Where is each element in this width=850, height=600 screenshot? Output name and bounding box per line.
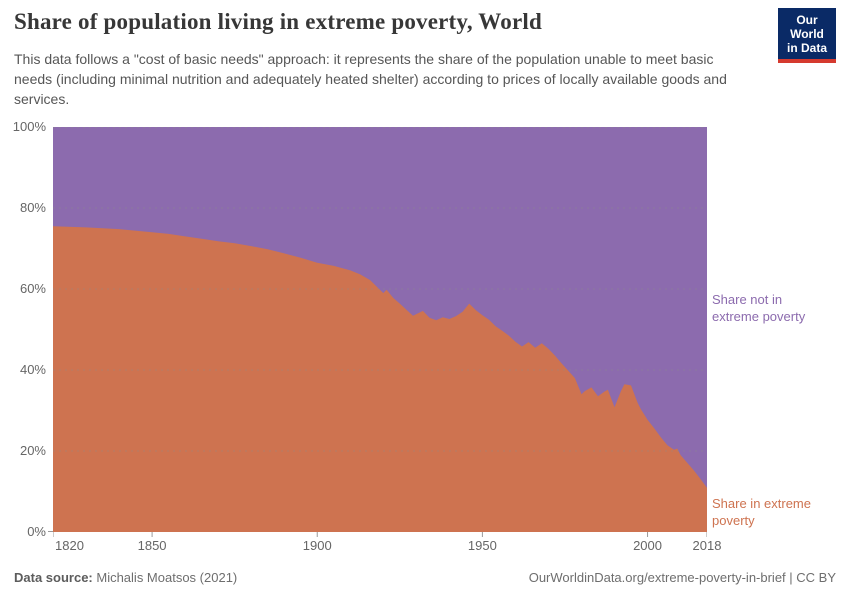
owid-logo-line1: Our World [790, 13, 824, 41]
series-label-in-extreme-poverty: Share in extreme poverty [712, 496, 811, 528]
x-axis-label: 2018 [692, 538, 722, 553]
owid-logo-line2: in Data [786, 41, 827, 55]
owid-logo[interactable]: Our World in Data [778, 8, 836, 63]
x-axis-label: 2000 [633, 538, 662, 553]
plot-area[interactable] [53, 127, 707, 538]
y-axis-label: 0% [27, 524, 46, 539]
stacked-area-chart[interactable] [53, 127, 707, 538]
x-axis-label: 1850 [137, 538, 167, 553]
page-title: Share of population living in extreme po… [14, 9, 542, 34]
y-axis-label: 80% [19, 200, 46, 215]
data-source-note: Data source: Michalis Moatsos (2021) [14, 569, 237, 587]
y-axis-zero-tick [48, 531, 53, 532]
x-axis-label: 1900 [302, 538, 332, 553]
x-axis-label: 1950 [467, 538, 497, 553]
series-label-not-in-extreme-poverty: Share not in extreme poverty [712, 292, 806, 324]
data-source-label: Data source: [14, 570, 93, 585]
x-axis-label: 1820 [55, 538, 84, 553]
y-axis-label: 20% [19, 443, 46, 458]
chart-subtitle: This data follows a "cost of basic needs… [14, 51, 727, 108]
area-share-in-extreme-poverty [53, 226, 707, 532]
y-axis-label: 40% [19, 362, 46, 377]
y-axis-label: 100% [12, 119, 46, 134]
chart-footer: Data source: Michalis Moatsos (2021) Our… [14, 569, 836, 587]
data-source-value: Michalis Moatsos (2021) [92, 570, 238, 585]
y-axis-label: 60% [19, 281, 46, 296]
credit-link[interactable]: OurWorldinData.org/extreme-poverty-in-br… [528, 570, 836, 585]
